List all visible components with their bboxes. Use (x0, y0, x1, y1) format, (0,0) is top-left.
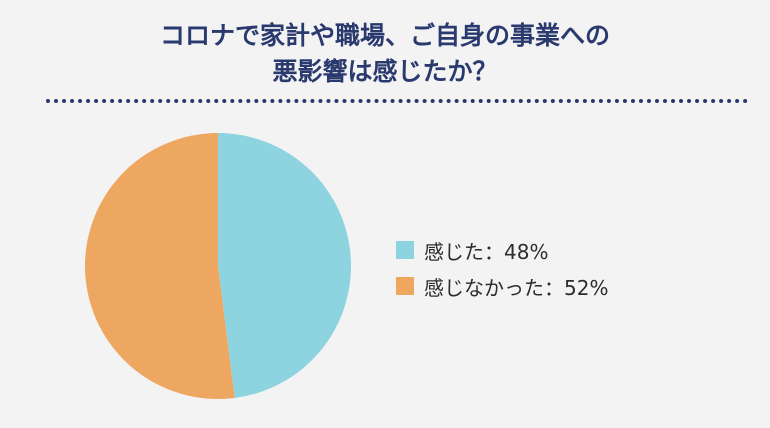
legend-item-not-felt: 感じなかった：52% (396, 268, 608, 304)
legend-label-felt: 感じた：48% (424, 239, 549, 264)
pie-slice-felt (218, 133, 352, 398)
chart-title: コロナで家計や職場、ご自身の事業への 悪影響は感じたか？ (0, 18, 770, 90)
chart-title-line-2: 悪影響は感じたか？ (272, 57, 498, 86)
title-divider (46, 99, 748, 103)
pie-slice-not-felt (85, 133, 235, 399)
legend-item-felt: 感じた：48% (396, 232, 608, 268)
legend-swatch-felt (396, 241, 414, 259)
chart-title-line-1: コロナで家計や職場、ご自身の事業への (159, 21, 610, 50)
legend-swatch-not-felt (396, 277, 414, 295)
chart-legend: 感じた：48% 感じなかった：52% (396, 232, 608, 304)
legend-label-not-felt: 感じなかった：52% (424, 275, 609, 300)
pie-chart (85, 133, 352, 399)
